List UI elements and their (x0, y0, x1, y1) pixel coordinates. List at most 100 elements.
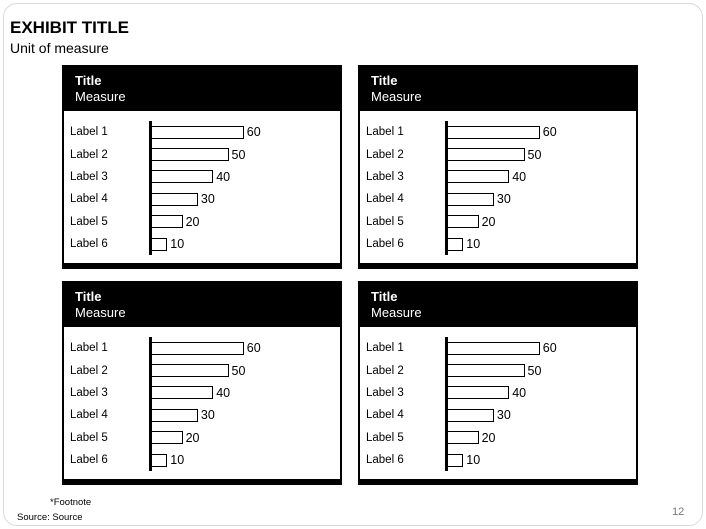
category-label: Label 1 (70, 126, 108, 139)
bar (448, 237, 464, 251)
bar (152, 215, 183, 229)
chart-row: Label 5 20 (366, 210, 636, 233)
source-line: Source: Source (17, 512, 83, 523)
bar (152, 125, 244, 139)
chart-row: Label 1 60 (70, 337, 340, 360)
value-axis-and-bar-area: 50 (149, 143, 340, 166)
chart-row: Label 4 30 (70, 188, 340, 211)
bar-value-label: 40 (216, 385, 231, 400)
category-label: Label 4 (366, 409, 404, 422)
panel-measure: Measure (75, 305, 126, 320)
panel-title: Title (75, 73, 102, 88)
bar (152, 386, 214, 400)
bar-chart: Label 1 60 Label 2 50 Label 3 40 Label 4… (366, 337, 636, 472)
category-label: Label 5 (70, 215, 108, 228)
bar-value-label: 10 (170, 453, 185, 468)
bar (152, 170, 214, 184)
category-label: Label 2 (366, 148, 404, 161)
chart-row: Label 5 20 (70, 210, 340, 233)
bar-value-label: 10 (466, 453, 481, 468)
bar (152, 341, 244, 355)
bar-value-label: 10 (170, 237, 185, 252)
category-label: Label 6 (366, 238, 404, 251)
value-axis-and-bar-area: 30 (445, 188, 636, 211)
chart-row: Label 1 60 (70, 121, 340, 144)
chart-row: Label 5 20 (366, 426, 636, 449)
panel-header: Title Measure (360, 67, 636, 111)
category-label: Label 1 (366, 342, 404, 355)
value-axis-and-bar-area: 20 (445, 210, 636, 233)
value-axis-and-bar-area: 30 (445, 404, 636, 427)
bar-value-label: 30 (200, 192, 215, 207)
chart-row: Label 5 20 (70, 426, 340, 449)
panel-body: Label 1 60 Label 2 50 Label 3 40 Label 4… (360, 327, 636, 479)
panel-title: Title (75, 289, 102, 304)
bar (152, 237, 168, 251)
category-label: Label 6 (70, 238, 108, 251)
bar (448, 192, 494, 206)
bar-value-label: 20 (185, 214, 200, 229)
chart-row: Label 3 40 (366, 165, 636, 189)
chart-row: Label 1 60 (366, 121, 636, 144)
chart-panel: Title Measure Label 1 60 Label 2 50 Labe… (62, 281, 342, 485)
bar-value-label: 60 (246, 125, 261, 140)
value-axis-and-bar-area: 50 (445, 359, 636, 382)
panel-header: Title Measure (360, 283, 636, 327)
bar (448, 408, 494, 422)
bar (448, 125, 540, 139)
value-axis-and-bar-area: 10 (445, 448, 636, 472)
chart-row: Label 2 50 (366, 143, 636, 166)
panel-measure: Measure (75, 89, 126, 104)
value-axis-and-bar-area: 20 (445, 426, 636, 449)
bar (152, 192, 198, 206)
category-label: Label 2 (366, 364, 404, 377)
chart-row: Label 3 40 (70, 165, 340, 189)
bar (152, 364, 229, 378)
exhibit-title: EXHIBIT TITLE (10, 18, 129, 37)
panel-body: Label 1 60 Label 2 50 Label 3 40 Label 4… (64, 327, 340, 479)
value-axis-and-bar-area: 60 (149, 121, 340, 144)
panel-header: Title Measure (64, 67, 340, 111)
bar-value-label: 20 (481, 430, 496, 445)
bar-chart: Label 1 60 Label 2 50 Label 3 40 Label 4… (70, 337, 340, 472)
bar-value-label: 20 (185, 430, 200, 445)
chart-panel: Title Measure Label 1 60 Label 2 50 Labe… (62, 65, 342, 269)
chart-panel: Title Measure Label 1 60 Label 2 50 Labe… (358, 281, 638, 485)
bar (448, 148, 525, 162)
bar-value-label: 30 (200, 408, 215, 423)
bar (448, 386, 510, 400)
unit-of-measure-subtitle: Unit of measure (10, 40, 109, 56)
panel-measure: Measure (371, 305, 422, 320)
chart-row: Label 4 30 (70, 404, 340, 427)
chart-row: Label 6 10 (366, 448, 636, 472)
category-label: Label 4 (366, 193, 404, 206)
panel-measure: Measure (371, 89, 422, 104)
bar-value-label: 40 (512, 385, 527, 400)
chart-row: Label 2 50 (70, 359, 340, 382)
category-label: Label 3 (366, 170, 404, 183)
category-label: Label 3 (70, 386, 108, 399)
value-axis-and-bar-area: 20 (149, 426, 340, 449)
chart-row: Label 4 30 (366, 404, 636, 427)
value-axis-and-bar-area: 20 (149, 210, 340, 233)
footnote: *Footnote (50, 497, 92, 508)
chart-row: Label 6 10 (70, 448, 340, 472)
bar (448, 170, 510, 184)
bar (152, 431, 183, 445)
panels-grid: Title Measure Label 1 60 Label 2 50 Labe… (62, 65, 638, 485)
bar (152, 408, 198, 422)
bar (448, 364, 525, 378)
value-axis-and-bar-area: 10 (445, 232, 636, 256)
category-label: Label 5 (366, 431, 404, 444)
panel-title: Title (371, 73, 398, 88)
chart-row: Label 4 30 (366, 188, 636, 211)
bar (152, 453, 168, 467)
category-label: Label 1 (366, 126, 404, 139)
bar-value-label: 60 (246, 341, 261, 356)
chart-row: Label 3 40 (366, 381, 636, 405)
chart-row: Label 2 50 (366, 359, 636, 382)
chart-row: Label 6 10 (366, 232, 636, 256)
bar (152, 148, 229, 162)
category-label: Label 4 (70, 409, 108, 422)
